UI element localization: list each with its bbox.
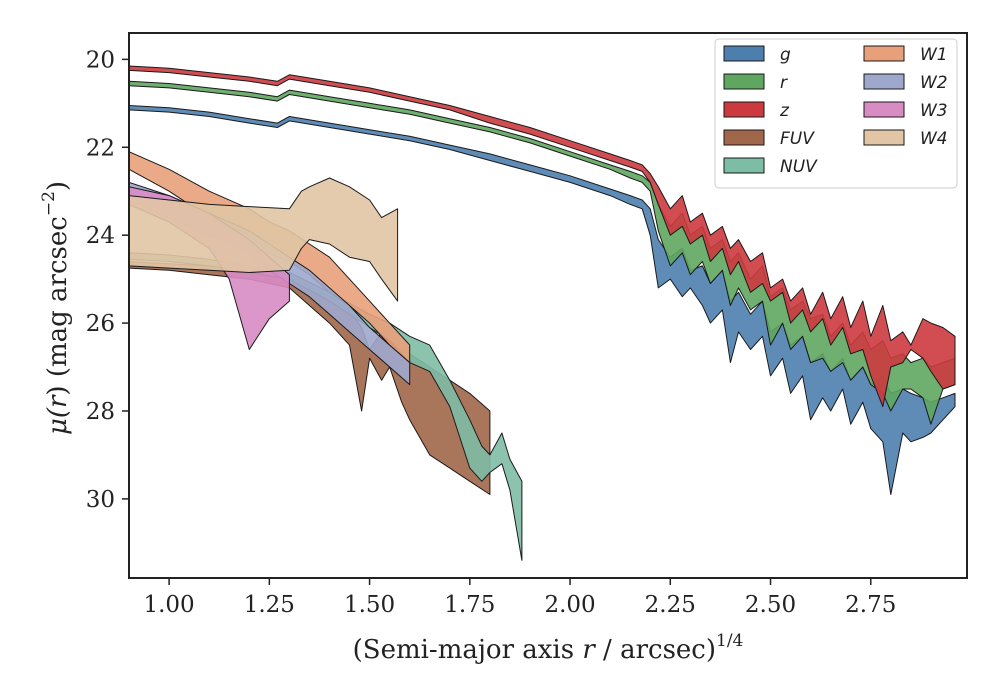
legend-label-z: z — [779, 101, 790, 121]
legend-label-r: r — [780, 73, 788, 93]
x-axis: 1.00 1.25 1.50 1.75 2.00 2.25 2.50 2.75 — [143, 578, 896, 618]
legend-swatch-g — [723, 45, 765, 62]
legend-swatch-w2 — [863, 73, 905, 90]
x-tick-label: 2.50 — [745, 592, 796, 618]
x-tick-label: 1.25 — [244, 592, 295, 618]
legend-swatch-w1 — [863, 45, 905, 62]
x-tick-label: 1.00 — [143, 592, 194, 618]
legend-label-w1: W1 — [920, 45, 948, 65]
band-g — [129, 105, 956, 495]
y-tick-label: 22 — [86, 135, 115, 161]
x-tick-label: 2.00 — [544, 592, 595, 618]
legend-label-w3: W3 — [920, 101, 948, 121]
legend-swatch-z — [723, 101, 765, 118]
y-tick-label: 26 — [86, 311, 115, 337]
x-tick-label: 2.25 — [645, 592, 696, 618]
legend-label-g: g — [780, 45, 791, 65]
y-tick-label: 20 — [86, 47, 115, 73]
y-axis: 20 22 24 26 28 30 — [86, 47, 129, 513]
legend-swatch-w3 — [863, 101, 905, 118]
x-tick-label: 1.50 — [344, 592, 395, 618]
plot-frame — [128, 32, 968, 579]
y-tick-label: 30 — [86, 487, 115, 513]
legend-label-nuv: NUV — [780, 157, 818, 177]
band-w4 — [129, 177, 399, 302]
legend-label-w4: W4 — [920, 129, 948, 149]
series-bands — [129, 65, 956, 561]
legend-swatch-w4 — [863, 129, 905, 146]
legend-swatch-fuv — [723, 129, 765, 146]
y-tick-label: 24 — [86, 223, 115, 249]
legend-label-fuv: FUV — [780, 129, 815, 149]
y-tick-label: 28 — [86, 399, 115, 425]
legend-swatch-r — [723, 73, 765, 90]
legend-swatch-nuv — [723, 157, 765, 174]
legend: grz FUV NUV W1 W2 W3 W4 — [714, 38, 958, 189]
x-tick-label: 1.75 — [444, 592, 495, 618]
x-axis-title: (Semi-major axis r / arcsec)1/4 — [353, 631, 744, 665]
x-tick-label: 2.75 — [845, 592, 896, 618]
y-axis-title: μ(r) (mag arcsec−2) — [39, 181, 73, 435]
legend-label-w2: W2 — [920, 73, 948, 93]
band-z — [129, 65, 956, 408]
